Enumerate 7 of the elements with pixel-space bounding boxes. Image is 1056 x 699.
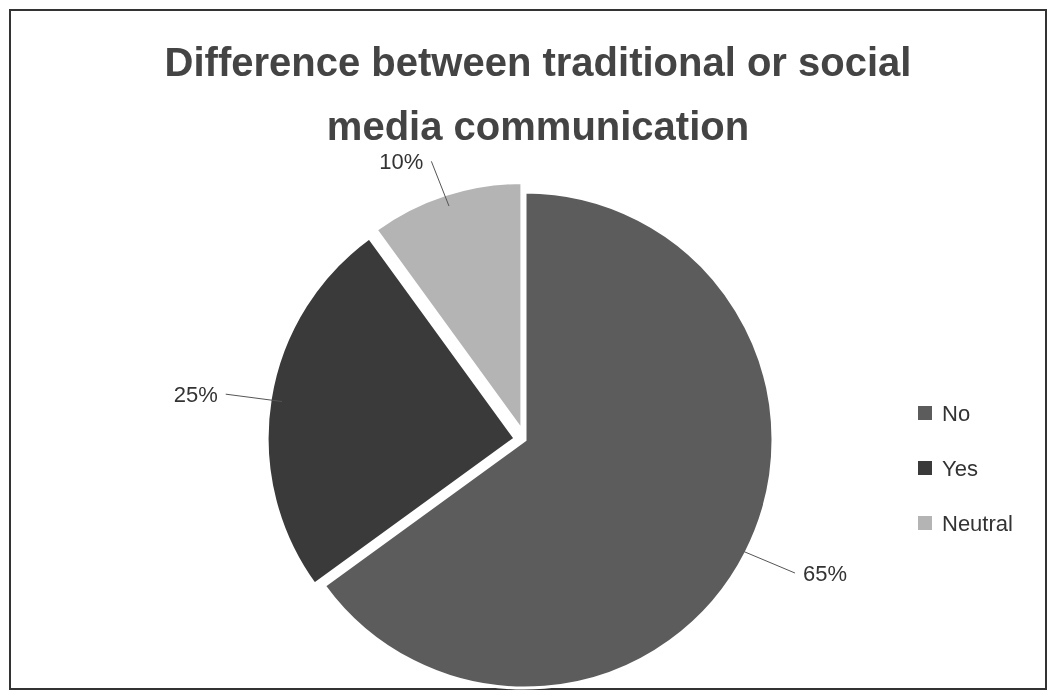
chart-title: Difference between traditional or social media communication bbox=[164, 40, 912, 148]
legend-label: Yes bbox=[942, 456, 978, 481]
data-label: 65% bbox=[802, 561, 848, 587]
legend-label: Neutral bbox=[942, 511, 1013, 536]
legend-label: No bbox=[942, 401, 971, 426]
data-label: 10% bbox=[379, 149, 424, 175]
data-label: 25% bbox=[173, 382, 218, 408]
